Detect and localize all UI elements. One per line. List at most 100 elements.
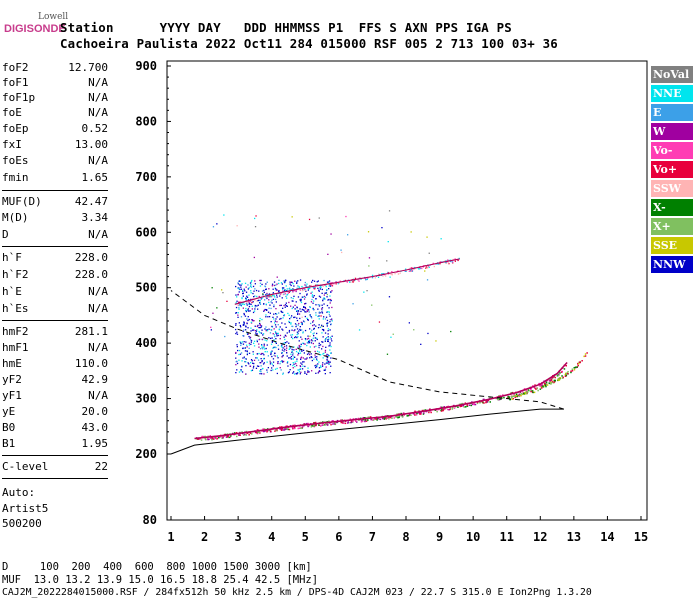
echo-point: [276, 313, 278, 315]
echo-point: [322, 285, 324, 287]
param-name: h`E: [2, 285, 22, 298]
echo-point: [325, 285, 327, 288]
echo-point: [274, 346, 276, 348]
echo-point: [263, 345, 265, 347]
echo-point: [263, 373, 265, 375]
echo-point: [305, 290, 307, 292]
legend-item-x-minus[interactable]: X-: [651, 199, 693, 216]
echo-point: [423, 409, 425, 411]
echo-point: [260, 358, 262, 360]
echo-point: [277, 361, 279, 363]
echo-point: [291, 329, 293, 331]
echo-point: [254, 226, 257, 228]
echo-point: [246, 318, 248, 320]
echo-point: [248, 344, 251, 346]
echo-point: [252, 301, 254, 303]
echo-point: [241, 431, 243, 433]
echo-point: [304, 288, 306, 291]
echo-point: [292, 300, 294, 302]
echo-point: [310, 322, 312, 325]
echo-point: [560, 371, 563, 373]
echo-point: [328, 282, 330, 284]
echo-point: [306, 353, 309, 355]
echo-point: [419, 413, 422, 415]
echo-point: [324, 368, 327, 370]
echo-point: [261, 290, 264, 292]
echo-point: [256, 353, 258, 355]
echo-point: [350, 421, 352, 424]
echo-point: [306, 294, 308, 296]
echo-point: [313, 327, 315, 330]
echo-point: [325, 338, 327, 340]
echo-point: [278, 328, 280, 330]
echo-point: [319, 326, 322, 328]
echo-point: [310, 316, 312, 318]
legend-item-vo-plus[interactable]: Vo+: [651, 161, 693, 178]
echo-point: [237, 316, 239, 318]
echo-point: [462, 404, 465, 407]
echo-point: [305, 285, 307, 288]
echo-point: [442, 408, 445, 411]
legend-item-e[interactable]: E: [651, 104, 693, 121]
echo-point: [471, 403, 474, 406]
legend-item-nnw[interactable]: NNW: [651, 256, 693, 273]
legend-item-noval[interactable]: NoVal: [651, 66, 693, 83]
echo-point: [236, 346, 238, 348]
echo-point: [346, 281, 348, 283]
echo-point: [291, 350, 293, 352]
echo-point: [311, 425, 313, 427]
echo-point: [281, 352, 283, 354]
echo-point: [289, 318, 291, 320]
echo-point: [274, 430, 276, 432]
echo-point: [354, 277, 357, 279]
echo-point: [511, 396, 513, 399]
echo-point: [326, 289, 328, 291]
echo-point: [391, 271, 393, 273]
legend-item-sse[interactable]: SSE: [651, 237, 693, 254]
echo-point: [550, 383, 552, 385]
echo-point: [474, 403, 477, 406]
echo-point: [277, 362, 279, 364]
echo-point: [259, 432, 261, 434]
echo-point: [281, 346, 283, 348]
echo-point: [367, 419, 369, 421]
echo-point: [565, 365, 567, 367]
legend-item-x-plus[interactable]: X+: [651, 218, 693, 235]
echo-point: [322, 298, 324, 300]
echo-point: [319, 365, 322, 367]
echo-point: [282, 347, 284, 349]
legend-item-w[interactable]: W: [651, 123, 693, 140]
param-hf2: h`F2 228.0: [2, 268, 108, 283]
echo-point: [261, 318, 263, 321]
echo-point: [430, 411, 432, 414]
separator: [2, 478, 108, 479]
y-tick-label: 300: [135, 392, 157, 406]
echo-point: [457, 406, 459, 408]
echo-point: [259, 332, 261, 334]
legend-item-ssw[interactable]: SSW: [651, 180, 693, 197]
echo-point: [315, 345, 317, 347]
echo-point: [262, 348, 264, 350]
param-value: N/A: [88, 302, 108, 315]
echo-point: [307, 424, 309, 427]
echo-point: [240, 369, 242, 371]
echo-point: [246, 344, 248, 346]
echo-point: [323, 329, 325, 332]
echo-point: [282, 288, 284, 290]
echo-point: [330, 319, 333, 321]
legend-item-vo-minus[interactable]: Vo-: [651, 142, 693, 159]
plot-frame: [166, 60, 648, 521]
echo-point: [321, 288, 323, 291]
echo-point: [276, 321, 278, 323]
echo-point: [254, 288, 256, 290]
legend-item-nne[interactable]: NNE: [651, 85, 693, 102]
echo-point: [282, 373, 284, 375]
echo-point: [497, 398, 499, 401]
echo-point: [240, 326, 242, 328]
echo-point: [437, 263, 440, 265]
echo-point: [283, 350, 285, 352]
echo-point: [321, 328, 324, 331]
echo-point: [245, 434, 248, 436]
echo-point: [272, 347, 274, 349]
echo-point: [256, 325, 258, 328]
